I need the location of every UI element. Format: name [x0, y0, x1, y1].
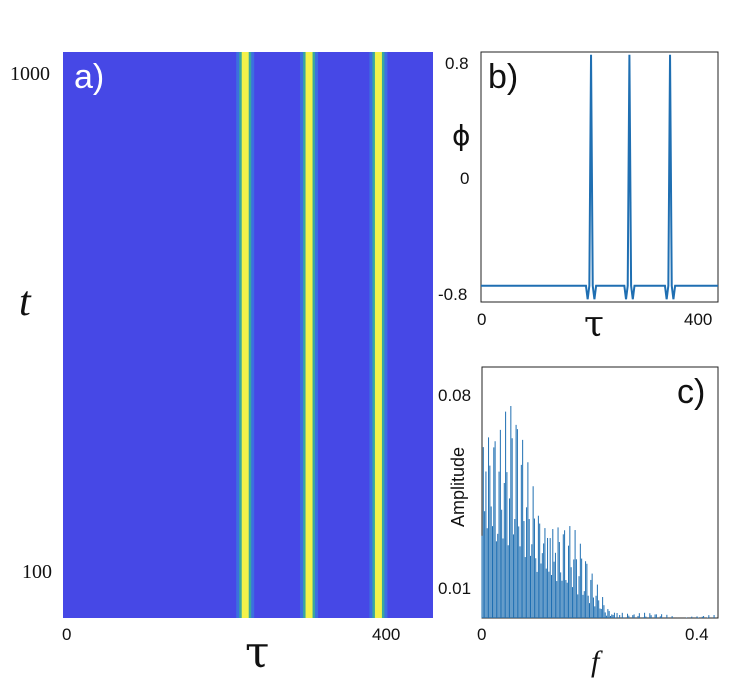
heatmap-y-label: t	[19, 279, 32, 325]
heatmap-x-tick-0: 0	[62, 625, 71, 644]
panel-c: c) 0.08 0.01 Amplitude 0 0.4 f	[438, 366, 719, 678]
panel-a: a) 1000 100 t 0 400 τ	[10, 52, 433, 678]
phi-x-tick-0: 0	[477, 310, 486, 329]
panel-c-label: c)	[677, 373, 705, 411]
amp-x-tick-0.4: 0.4	[685, 625, 709, 644]
stripe-1-layer-2	[305, 52, 313, 618]
phi-x-tick-400: 400	[684, 310, 712, 329]
amp-x-label: f	[591, 645, 603, 678]
phi-y-label: ϕ	[452, 119, 470, 152]
phi-y-tick-0: 0	[460, 169, 469, 188]
phi-x-label: τ	[584, 304, 604, 345]
amp-x-tick-0: 0	[477, 625, 486, 644]
panel-b-label: b)	[488, 58, 518, 96]
heatmap-stripes	[236, 52, 388, 618]
heatmap-x-tick-400: 400	[372, 625, 400, 644]
phi-y-tick-0.8: 0.8	[445, 54, 469, 73]
phi-line	[481, 54, 718, 300]
heatmap-y-tick-100: 100	[22, 561, 52, 583]
phi-y-tick-neg0.8: -0.8	[438, 285, 467, 304]
heatmap-y-tick-1000: 1000	[10, 63, 50, 85]
panel-b: b) ϕ 0.8 0 -0.8 0 400 τ	[438, 51, 719, 345]
spectrum-bars	[481, 406, 715, 618]
amp-y-label: Amplitude	[448, 447, 468, 527]
panel-a-label: a)	[74, 58, 104, 96]
stripe-2-layer-2	[374, 52, 382, 618]
stripe-0-layer-2	[241, 52, 249, 618]
heatmap-x-label: τ	[245, 627, 269, 678]
panel-b-axes	[480, 51, 719, 303]
amp-y-tick-0.08: 0.08	[438, 386, 471, 405]
amp-y-tick-0.01: 0.01	[438, 579, 471, 598]
